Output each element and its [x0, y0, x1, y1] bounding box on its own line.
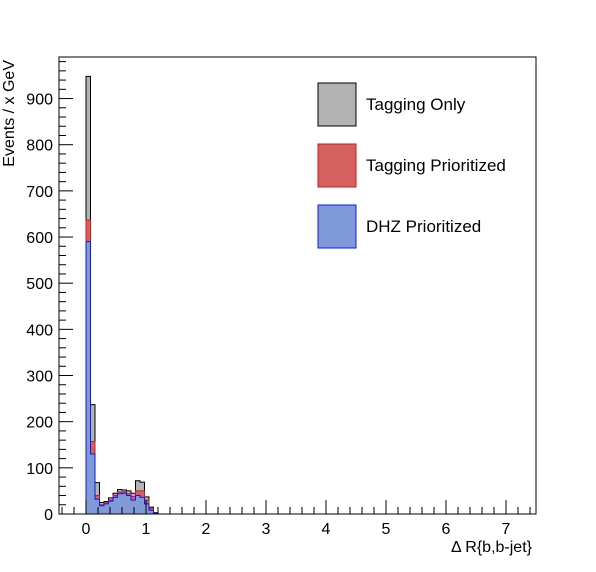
y-axis: 0 100 200 300 400 500 600 700 800 900 [26, 61, 73, 524]
legend-entry: Tagging Prioritized [317, 143, 506, 188]
y-tick-label: 800 [26, 138, 53, 155]
plot-frame [58, 56, 537, 515]
histogram-outline [85, 75, 163, 515]
y-tick-label: 300 [26, 369, 53, 386]
histogram-layer [85, 75, 163, 515]
legend-swatch [317, 143, 357, 188]
legend-entry: DHZ Prioritized [317, 204, 481, 249]
histogram-bar [104, 503, 109, 514]
y-tick-label: 200 [26, 415, 53, 432]
series-tagging-prioritized [85, 219, 163, 515]
histogram-bar [113, 497, 118, 514]
y-tick-label: 100 [26, 461, 53, 478]
histogram-bar [140, 497, 145, 514]
legend-label: DHZ Prioritized [366, 217, 481, 236]
histogram-bar [149, 510, 154, 514]
y-tick-label: 500 [26, 276, 53, 293]
histogram-bar [144, 503, 149, 514]
histogram-bar [99, 505, 104, 514]
x-tick-label: 5 [382, 521, 391, 538]
y-tick-label: 600 [26, 230, 53, 247]
x-tick-label: 2 [202, 521, 211, 538]
series-tagging-only [85, 75, 163, 515]
histogram-bar [86, 241, 91, 514]
y-tick-label: 0 [44, 507, 53, 524]
x-tick-label: 7 [502, 521, 511, 538]
y-tick-label: 700 [26, 184, 53, 201]
legend-label: Tagging Only [366, 95, 466, 114]
x-axis-title: Δ R{b,b-jet} [451, 539, 533, 556]
x-tick-label: 0 [82, 521, 91, 538]
histogram-bar [95, 499, 100, 514]
legend-swatch [317, 204, 357, 249]
legend-label: Tagging Prioritized [366, 156, 506, 175]
series-dhz-prioritized [85, 241, 163, 515]
histogram-bar [131, 500, 136, 514]
y-axis-title: Events / x GeV [1, 60, 18, 167]
y-tick-label: 900 [26, 92, 53, 109]
histogram-outline [85, 219, 163, 515]
x-tick-label: 6 [442, 521, 451, 538]
histogram-bar [126, 495, 131, 514]
y-tick-label: 400 [26, 322, 53, 339]
x-tick-label: 4 [322, 521, 331, 538]
x-tick-label: 3 [262, 521, 271, 538]
histogram-bar [90, 453, 95, 514]
histogram-bar [122, 493, 127, 514]
x-tick-label: 1 [142, 521, 151, 538]
histogram-bar [108, 501, 113, 514]
x-axis: 0 1 2 3 4 5 6 7 [61, 500, 531, 538]
legend-swatch [317, 82, 357, 127]
legend: Tagging Only Tagging Prioritized DHZ Prior… [317, 82, 506, 249]
histogram-bar [135, 495, 140, 514]
legend-entry: Tagging Only [317, 82, 466, 127]
histogram-bar [117, 493, 122, 514]
histogram-outline [85, 241, 163, 515]
